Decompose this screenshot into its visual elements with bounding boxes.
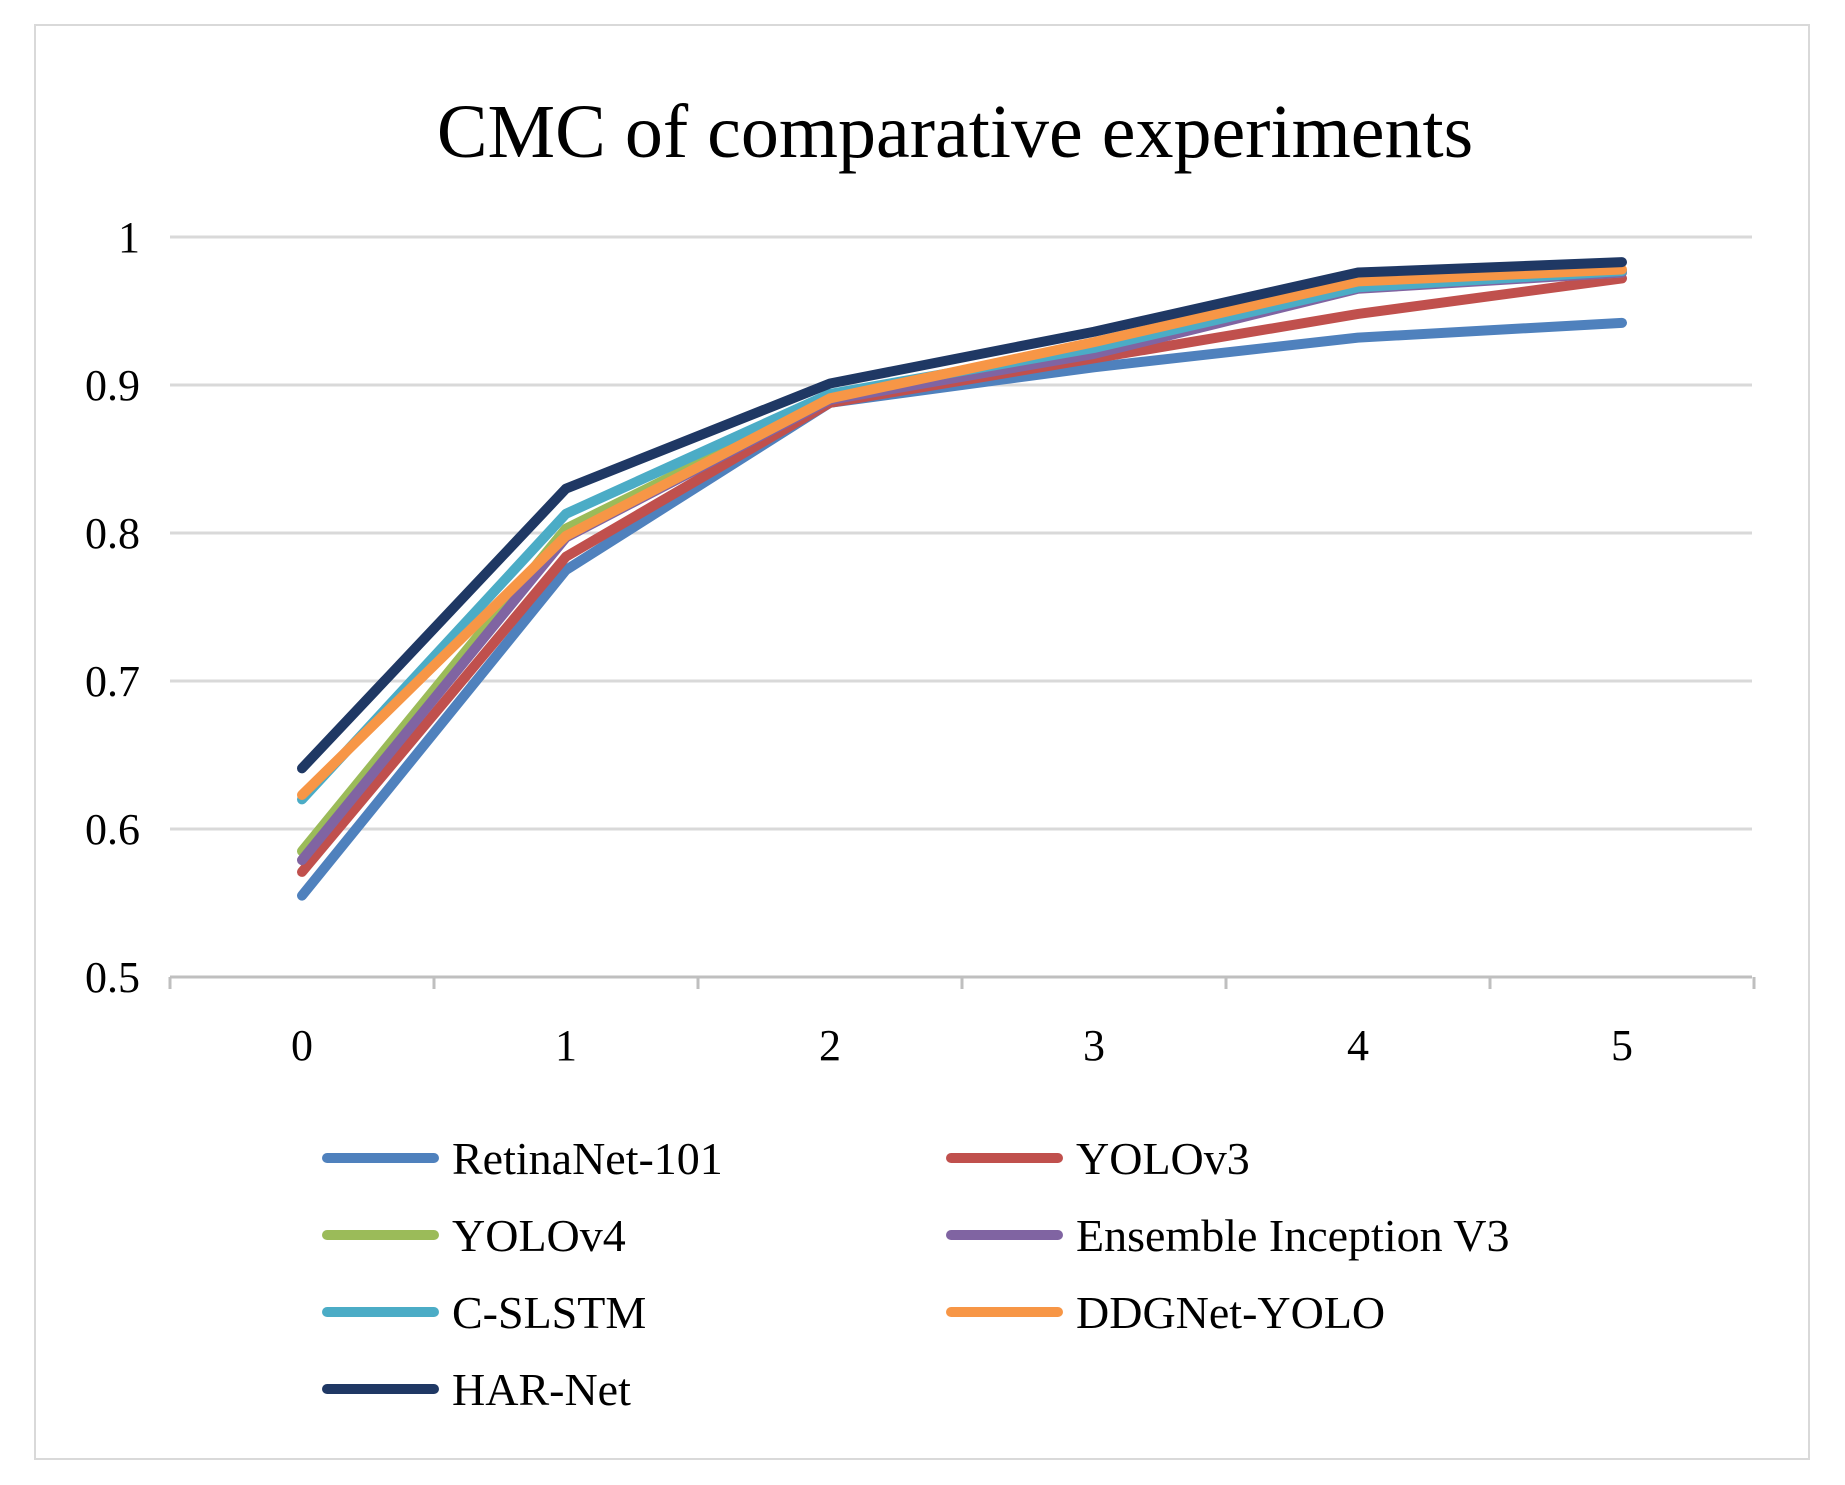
legend-label: RetinaNet-101 [452, 1133, 723, 1184]
y-tick-label: 0.7 [85, 657, 140, 706]
legend-label: C-SLSTM [452, 1287, 646, 1338]
legend-item-yolov4: YOLOv4 [322, 1210, 626, 1261]
chart-title: CMC of comparative experiments [437, 90, 1473, 174]
legend-item-c-slstm: C-SLSTM [322, 1287, 646, 1338]
series-lines [297, 257, 1627, 901]
legend-item-ddgnet-yolo: DDGNet-YOLO [946, 1287, 1385, 1338]
legend-item-ensemble-inception-v3: Ensemble Inception V3 [946, 1210, 1510, 1261]
legend-label: YOLOv3 [1076, 1133, 1250, 1184]
legend-item-har-net: HAR-Net [322, 1364, 631, 1415]
series-line-har-net [297, 257, 1627, 774]
legend-label: HAR-Net [452, 1364, 631, 1415]
legend-label: Ensemble Inception V3 [1076, 1210, 1510, 1261]
x-tick-label: 2 [819, 1021, 841, 1070]
y-tick-label: 1 [118, 213, 140, 262]
x-axis [168, 975, 1756, 989]
y-tick-label: 0.9 [85, 361, 140, 410]
legend-item-yolov3: YOLOv3 [946, 1133, 1250, 1184]
legend-label: YOLOv4 [452, 1210, 626, 1261]
legend-label: DDGNet-YOLO [1076, 1287, 1385, 1338]
legend: RetinaNet-101 YOLOv3 YOLOv4 Ensemble Incept… [322, 1133, 1510, 1415]
y-tick-label: 0.5 [85, 953, 140, 1002]
x-tick-label: 3 [1083, 1021, 1105, 1070]
gridlines [170, 235, 1752, 831]
x-axis-tick-labels: 0 1 2 3 4 5 [291, 1021, 1633, 1070]
y-tick-label: 0.8 [85, 509, 140, 558]
x-tick-label: 0 [291, 1021, 313, 1070]
series-line-c-slstm [297, 266, 1627, 805]
x-tick-label: 1 [555, 1021, 577, 1070]
series-line-ddgnet-yolo [297, 264, 1627, 800]
y-tick-label: 0.6 [85, 805, 140, 854]
y-axis-tick-labels: 0.5 0.6 0.7 0.8 0.9 1 [85, 213, 140, 1002]
x-tick-label: 4 [1347, 1021, 1369, 1070]
x-tick-label: 5 [1611, 1021, 1633, 1070]
legend-item-retinanet-101: RetinaNet-101 [322, 1133, 723, 1184]
